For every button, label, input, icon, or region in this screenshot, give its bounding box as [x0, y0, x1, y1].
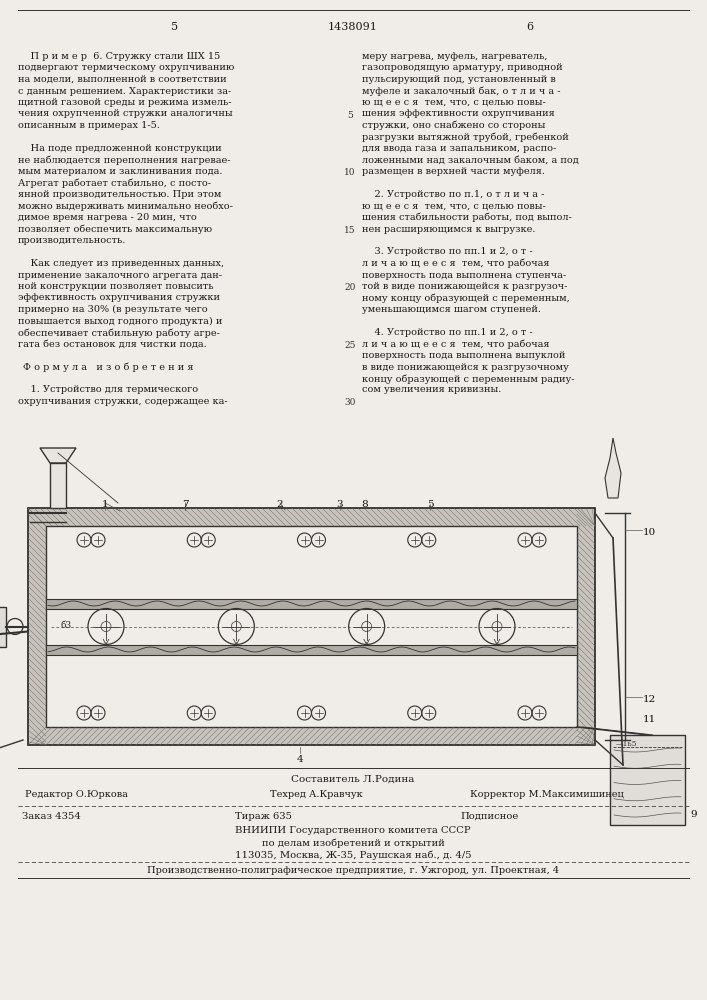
Text: Корректор М.Максимишинец: Корректор М.Максимишинец — [470, 790, 624, 799]
Text: ложенными над закалочным баком, а под: ложенными над закалочным баком, а под — [362, 155, 579, 164]
Text: Ф о р м у л а   и з о б р е т е н и я: Ф о р м у л а и з о б р е т е н и я — [23, 362, 194, 372]
Text: производительность.: производительность. — [18, 236, 127, 245]
Bar — [0, 606, 6, 647]
Text: охрупчивания стружки, содержащее ка-: охрупчивания стружки, содержащее ка- — [18, 397, 228, 406]
Text: димое время нагрева - 20 мин, что: димое время нагрева - 20 мин, что — [18, 213, 197, 222]
Text: ю щ е е с я  тем, что, с целью повы-: ю щ е е с я тем, что, с целью повы- — [362, 98, 546, 107]
Text: 1438091: 1438091 — [328, 22, 378, 32]
Text: Редактор О.Юркова: Редактор О.Юркова — [25, 790, 128, 799]
Text: сом увеличения кривизны.: сом увеличения кривизны. — [362, 385, 501, 394]
Text: эффективность охрупчивания стружки: эффективность охрупчивания стружки — [18, 294, 220, 302]
Bar — [46, 645, 577, 654]
Text: поверхность пода выполнена ступенча-: поверхность пода выполнена ступенча- — [362, 270, 566, 279]
Text: шения эффективности охрупчивания: шения эффективности охрупчивания — [362, 109, 555, 118]
Text: шения стабильности работы, под выпол-: шения стабильности работы, под выпол- — [362, 213, 572, 223]
Text: для ввода газа и запальником, распо-: для ввода газа и запальником, распо- — [362, 144, 556, 153]
Text: концу образующей с переменным радиу-: концу образующей с переменным радиу- — [362, 374, 575, 383]
Text: позволяет обеспечить максимальную: позволяет обеспечить максимальную — [18, 225, 212, 234]
Text: Агрегат работает стабильно, с посто-: Агрегат работает стабильно, с посто- — [18, 178, 211, 188]
Text: Производственно-полиграфическое предприятие, г. Ужгород, ул. Проектная, 4: Производственно-полиграфическое предприя… — [147, 866, 559, 875]
Text: описанным в примерах 1-5.: описанным в примерах 1-5. — [18, 121, 160, 130]
Text: На поде предложенной конструкции: На поде предложенной конструкции — [18, 144, 221, 153]
Text: не наблюдается переполнения нагревае-: не наблюдается переполнения нагревае- — [18, 155, 230, 165]
Text: П р и м е р  6. Стружку стали ШХ 15: П р и м е р 6. Стружку стали ШХ 15 — [18, 52, 221, 61]
Text: ю щ е е с я  тем, что, с целью повы-: ю щ е е с я тем, что, с целью повы- — [362, 202, 546, 211]
Bar — [50, 463, 66, 508]
Text: 9: 9 — [690, 810, 696, 819]
Text: 12: 12 — [643, 695, 656, 704]
Text: ВНИИПИ Государственного комитета СССР: ВНИИПИ Государственного комитета СССР — [235, 826, 471, 835]
Bar — [28, 508, 595, 745]
Text: 1. Устройство для термического: 1. Устройство для термического — [18, 385, 198, 394]
Text: 5: 5 — [427, 500, 433, 509]
Text: уменьшающимся шагом ступеней.: уменьшающимся шагом ступеней. — [362, 305, 541, 314]
Text: 25: 25 — [344, 341, 356, 350]
Text: Техред А.Кравчук: Техред А.Кравчук — [270, 790, 363, 799]
Text: 20: 20 — [344, 283, 356, 292]
Text: стружки, оно снабжено со стороны: стружки, оно снабжено со стороны — [362, 121, 545, 130]
Text: Подписное: Подписное — [460, 812, 518, 821]
Text: обеспечивает стабильную работу агре-: обеспечивает стабильную работу агре- — [18, 328, 220, 338]
Text: разгрузки вытяжной трубой, гребенкой: разгрузки вытяжной трубой, гребенкой — [362, 132, 568, 142]
Text: 2. Устройство по п.1, о т л и ч а -: 2. Устройство по п.1, о т л и ч а - — [362, 190, 544, 199]
Text: 10: 10 — [344, 168, 356, 177]
Text: 4: 4 — [297, 755, 303, 764]
Text: нен расширяющимся к выгрузке.: нен расширяющимся к выгрузке. — [362, 225, 535, 233]
Text: повышается выход годного продукта) и: повышается выход годного продукта) и — [18, 316, 223, 326]
Text: ной конструкции позволяет повысить: ной конструкции позволяет повысить — [18, 282, 214, 291]
Text: чения охрупченной стружки аналогичны: чения охрупченной стружки аналогичны — [18, 109, 233, 118]
Text: 4. Устройство по пп.1 и 2, о т -: 4. Устройство по пп.1 и 2, о т - — [362, 328, 532, 337]
Text: можно выдерживать минимально необхо-: можно выдерживать минимально необхо- — [18, 202, 233, 211]
Text: муфеле и закалочный бак, о т л и ч а -: муфеле и закалочный бак, о т л и ч а - — [362, 87, 561, 96]
Text: газопроводящую арматуру, приводной: газопроводящую арматуру, приводной — [362, 64, 563, 73]
Text: 6: 6 — [527, 22, 534, 32]
Text: примерно на 30% (в результате чего: примерно на 30% (в результате чего — [18, 305, 208, 314]
Text: 2: 2 — [276, 500, 284, 509]
Text: л и ч а ю щ е е с я  тем, что рабочая: л и ч а ю щ е е с я тем, что рабочая — [362, 259, 549, 268]
Text: гата без остановок для чистки пода.: гата без остановок для чистки пода. — [18, 340, 206, 349]
Bar — [46, 598, 577, 608]
Text: применение закалочного агрегата дан-: применение закалочного агрегата дан- — [18, 270, 222, 279]
Text: 3: 3 — [337, 500, 344, 509]
Bar — [610, 735, 685, 825]
Polygon shape — [605, 438, 621, 498]
Text: на модели, выполненной в соответствии: на модели, выполненной в соответствии — [18, 75, 227, 84]
Text: мым материалом и заклинивания пода.: мым материалом и заклинивания пода. — [18, 167, 223, 176]
Text: Как следует из приведенных данных,: Как следует из приведенных данных, — [18, 259, 224, 268]
Text: 7: 7 — [182, 500, 188, 509]
Text: Составитель Л.Родина: Составитель Л.Родина — [291, 775, 415, 784]
Text: размещен в верхней части муфеля.: размещен в верхней части муфеля. — [362, 167, 545, 176]
Text: 5: 5 — [171, 22, 179, 32]
Text: поверхность пода выполнена выпуклой: поверхность пода выполнена выпуклой — [362, 351, 566, 360]
Text: янной производительностью. При этом: янной производительностью. При этом — [18, 190, 221, 199]
Text: б3: б3 — [60, 621, 71, 631]
Text: пульсирующий под, установленный в: пульсирующий под, установленный в — [362, 75, 556, 84]
Text: —1ь5: —1ь5 — [616, 740, 638, 748]
Text: с данным решением. Характеристики за-: с данным решением. Характеристики за- — [18, 87, 231, 96]
Bar — [46, 526, 577, 727]
Text: 3. Устройство по пп.1 и 2, о т -: 3. Устройство по пп.1 и 2, о т - — [362, 247, 532, 256]
Text: 8: 8 — [362, 500, 368, 509]
Text: Тираж 635: Тираж 635 — [235, 812, 292, 821]
Text: Заказ 4354: Заказ 4354 — [22, 812, 81, 821]
Text: в виде понижающейся к разгрузочному: в виде понижающейся к разгрузочному — [362, 362, 569, 371]
Text: 113035, Москва, Ж-35, Раушская наб., д. 4/5: 113035, Москва, Ж-35, Раушская наб., д. … — [235, 850, 472, 859]
Text: л и ч а ю щ е е с я  тем, что рабочая: л и ч а ю щ е е с я тем, что рабочая — [362, 340, 549, 349]
Text: той в виде понижающейся к разгрузоч-: той в виде понижающейся к разгрузоч- — [362, 282, 568, 291]
Text: щитной газовой среды и режима измель-: щитной газовой среды и режима измель- — [18, 98, 231, 107]
Text: 1: 1 — [102, 500, 108, 509]
Text: меру нагрева, муфель, нагреватель,: меру нагрева, муфель, нагреватель, — [362, 52, 547, 61]
Text: ному концу образующей с переменным,: ному концу образующей с переменным, — [362, 294, 570, 303]
Text: 30: 30 — [344, 398, 356, 407]
Text: 10: 10 — [643, 528, 656, 537]
Text: 5: 5 — [347, 111, 353, 120]
Polygon shape — [40, 448, 76, 463]
Text: по делам изобретений и открытий: по делам изобретений и открытий — [262, 838, 445, 848]
Text: подвергают термическому охрупчиванию: подвергают термическому охрупчиванию — [18, 64, 235, 73]
Text: 15: 15 — [344, 226, 356, 235]
Text: 11: 11 — [643, 715, 656, 724]
